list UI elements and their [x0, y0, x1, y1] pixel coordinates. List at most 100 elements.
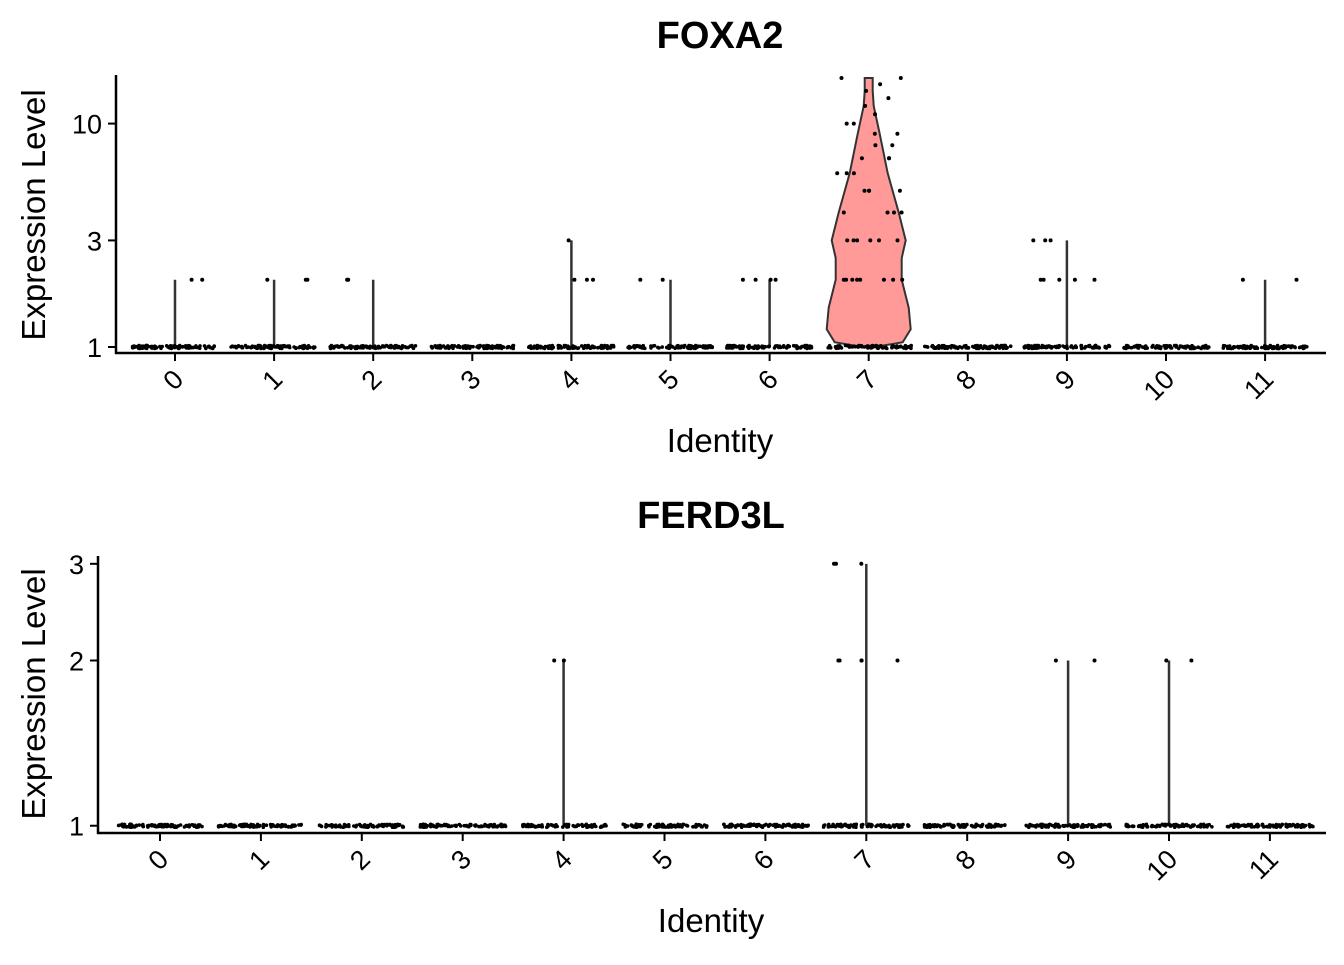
data-point: [1293, 823, 1297, 828]
y-tick-label: 1: [69, 812, 84, 842]
data-point: [682, 345, 686, 350]
data-point: [767, 344, 771, 349]
data-point: [584, 277, 589, 282]
data-point: [490, 346, 495, 351]
data-point: [1046, 344, 1051, 348]
data-point: [632, 825, 636, 829]
x-tick-label: 0: [142, 844, 174, 876]
y-tick-label: 3: [87, 226, 102, 256]
x-tick-label: 9: [1051, 844, 1083, 876]
data-point: [755, 345, 759, 349]
data-point: [783, 824, 788, 828]
data-point: [939, 825, 943, 829]
data-point: [1029, 344, 1034, 348]
data-point: [722, 822, 726, 827]
data-point: [1272, 345, 1276, 349]
data-point: [585, 825, 589, 829]
data-point: [233, 344, 238, 349]
data-point: [476, 344, 480, 348]
data-point: [363, 823, 367, 828]
x-tick-label: 2: [344, 844, 376, 876]
data-point: [231, 824, 235, 829]
data-point: [1036, 343, 1041, 348]
data-point: [632, 346, 637, 350]
x-tick-label: 5: [647, 844, 679, 876]
data-point: [1044, 345, 1048, 350]
data-point: [584, 344, 588, 348]
data-point: [197, 346, 202, 351]
data-point: [572, 345, 577, 349]
data-point: [1307, 823, 1312, 827]
x-tick-label: 10: [1138, 364, 1180, 406]
data-point: [658, 824, 662, 828]
data-point: [1027, 346, 1031, 351]
data-point: [330, 823, 335, 828]
data-point: [887, 156, 892, 161]
data-point: [750, 345, 754, 350]
data-point: [923, 344, 927, 349]
data-point: [1031, 238, 1036, 243]
data-point: [599, 346, 604, 351]
data-point: [368, 345, 373, 349]
data-point: [380, 344, 385, 348]
data-point: [1275, 343, 1280, 348]
data-point: [286, 825, 291, 829]
data-point: [656, 345, 660, 350]
data-point: [338, 825, 343, 829]
data-point: [418, 825, 423, 829]
data-point: [433, 824, 437, 829]
data-point: [899, 210, 904, 215]
data-point: [547, 346, 552, 350]
data-point: [164, 824, 169, 829]
data-point: [251, 825, 256, 829]
data-point: [895, 658, 900, 663]
x-tick-label: 5: [653, 364, 685, 396]
data-point: [1072, 277, 1077, 282]
data-point: [902, 346, 906, 350]
data-point: [1251, 345, 1256, 349]
data-point: [1047, 822, 1052, 827]
data-point: [855, 277, 860, 282]
data-point: [747, 346, 751, 351]
data-point: [294, 346, 298, 351]
data-point: [777, 344, 782, 349]
data-point: [424, 825, 429, 829]
data-point: [762, 823, 767, 828]
data-point: [557, 344, 562, 348]
data-point: [561, 825, 565, 829]
data-point: [478, 824, 483, 829]
data-point: [596, 345, 600, 350]
data-point: [839, 346, 844, 350]
data-point: [266, 345, 271, 350]
data-point: [134, 823, 139, 828]
data-point: [1094, 824, 1098, 829]
data-point: [710, 345, 714, 350]
data-point: [1299, 825, 1303, 829]
data-point: [341, 825, 346, 829]
data-point: [421, 822, 426, 827]
data-point: [1048, 238, 1053, 243]
data-point: [1141, 823, 1146, 827]
data-point: [157, 823, 161, 827]
data-point: [1221, 343, 1226, 348]
data-point: [305, 344, 310, 349]
data-point: [1008, 344, 1013, 349]
data-point: [809, 344, 814, 349]
data-point: [965, 822, 969, 827]
data-point: [800, 344, 805, 349]
data-point: [768, 277, 773, 282]
data-point: [590, 344, 595, 349]
data-point: [605, 346, 610, 351]
data-point: [452, 344, 457, 348]
data-point: [509, 346, 513, 350]
x-tick-label: 3: [455, 364, 487, 396]
data-point: [999, 343, 1004, 348]
data-point: [346, 277, 351, 282]
data-point: [834, 561, 838, 566]
data-point: [1097, 346, 1102, 350]
data-point: [1245, 344, 1249, 349]
data-point: [250, 345, 254, 349]
data-point: [218, 824, 223, 828]
x-tick-label: 4: [554, 364, 586, 396]
data-point: [387, 345, 392, 350]
